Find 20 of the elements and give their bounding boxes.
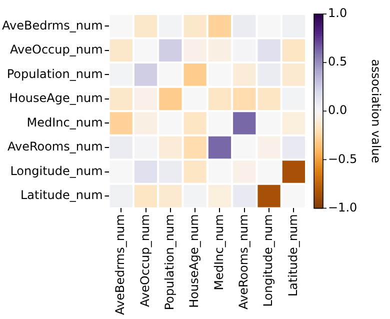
y-tick-label: MedInc_num	[26, 115, 103, 130]
color-bar-title: association value	[368, 59, 383, 164]
color-bar-label: −1.0	[328, 200, 358, 214]
y-tick-label: AveBedrms_num	[2, 18, 103, 32]
x-tick-label: MedInc_num	[212, 214, 226, 290]
y-tick-label: Latitude_num	[20, 188, 103, 202]
x-tick-label: AveRooms_num	[236, 214, 250, 310]
color-bar-label: 0.5	[328, 54, 348, 69]
color-bar-label: −0.5	[328, 152, 358, 166]
color-bar-label: 1.0	[328, 6, 348, 20]
y-tick-label: Population_num	[6, 66, 103, 81]
color-bar-label: 0.0	[328, 103, 348, 118]
x-tick-label: Population_num	[162, 214, 177, 310]
y-tick-label: AveRooms_num	[7, 140, 103, 154]
y-tick-label: AveOccup_num	[10, 42, 103, 57]
x-tick-label: HouseAge_num	[187, 214, 202, 308]
y-tick-label: HouseAge_num	[9, 91, 103, 106]
x-tick-label: Longitude_num	[261, 214, 276, 307]
x-tick-label: Latitude_num	[286, 214, 300, 297]
y-tick-label: Longitude_num	[10, 164, 103, 178]
